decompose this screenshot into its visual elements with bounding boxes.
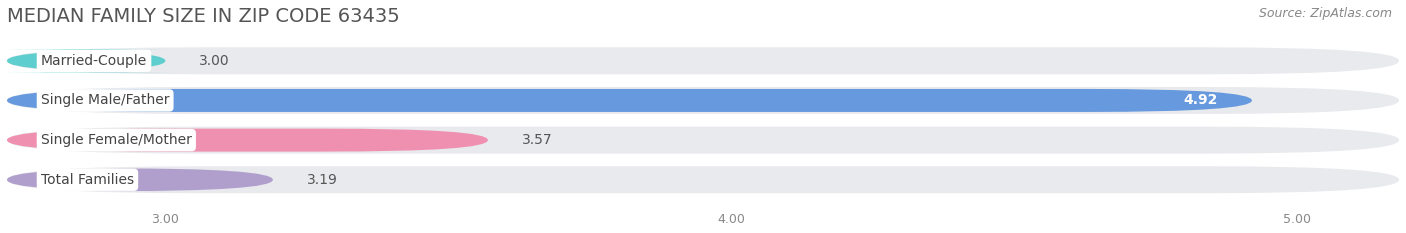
- Text: Single Female/Mother: Single Female/Mother: [41, 133, 191, 147]
- FancyBboxPatch shape: [7, 166, 1399, 193]
- Text: Total Families: Total Families: [41, 173, 134, 187]
- FancyBboxPatch shape: [7, 89, 1251, 112]
- Text: 3.00: 3.00: [200, 54, 231, 68]
- FancyBboxPatch shape: [7, 168, 273, 191]
- FancyBboxPatch shape: [7, 87, 1399, 114]
- FancyBboxPatch shape: [1, 49, 172, 72]
- Text: Single Male/Father: Single Male/Father: [41, 93, 169, 107]
- Text: 4.92: 4.92: [1184, 93, 1218, 107]
- FancyBboxPatch shape: [7, 127, 1399, 154]
- Text: Source: ZipAtlas.com: Source: ZipAtlas.com: [1258, 7, 1392, 20]
- Text: 3.57: 3.57: [522, 133, 553, 147]
- FancyBboxPatch shape: [7, 129, 488, 152]
- Text: MEDIAN FAMILY SIZE IN ZIP CODE 63435: MEDIAN FAMILY SIZE IN ZIP CODE 63435: [7, 7, 399, 26]
- Text: Married-Couple: Married-Couple: [41, 54, 148, 68]
- Text: 3.19: 3.19: [307, 173, 337, 187]
- FancyBboxPatch shape: [7, 47, 1399, 74]
